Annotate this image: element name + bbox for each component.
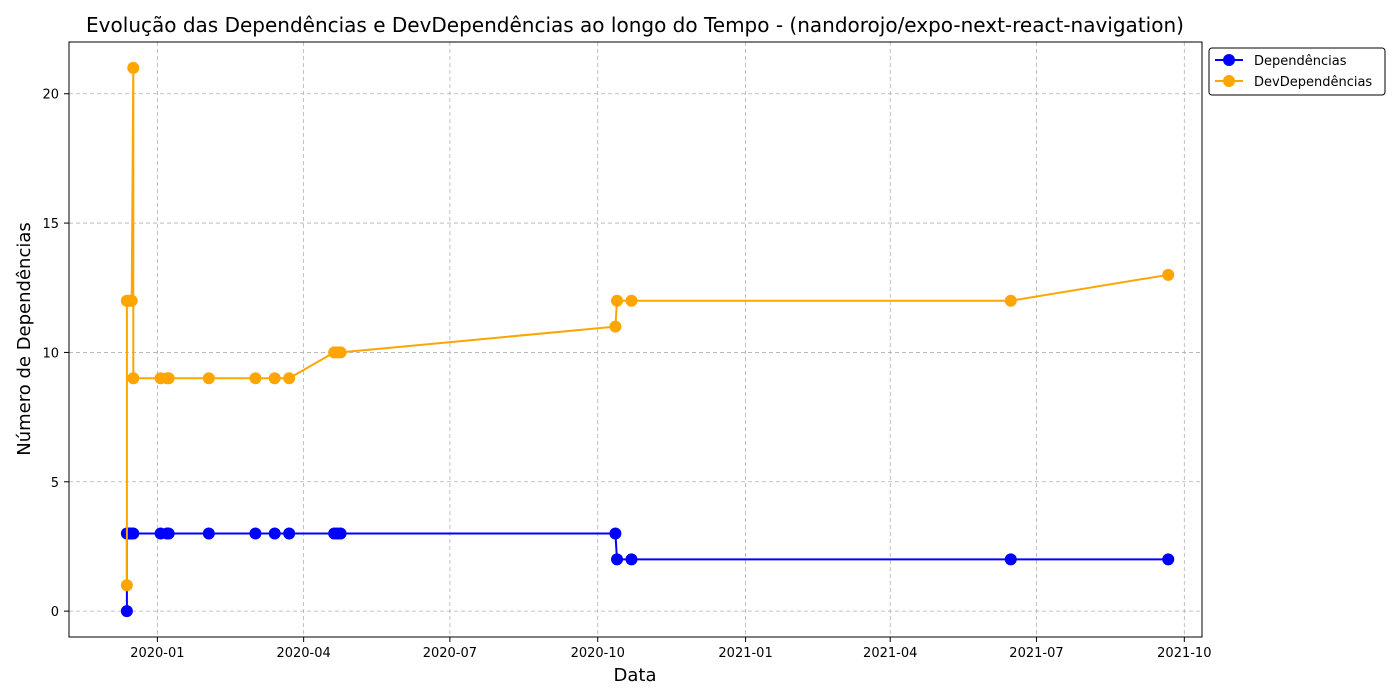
- legend-box: [1208, 47, 1386, 96]
- data-point: [127, 372, 140, 385]
- data-point: [120, 579, 133, 592]
- data-point: [162, 527, 175, 540]
- y-axis-label: Número de Dependências: [14, 222, 35, 456]
- x-tick-label: 2021-01: [718, 646, 772, 661]
- x-tick-label: 2021-04: [863, 646, 917, 661]
- y-tick-label: 10: [42, 346, 59, 361]
- data-point: [127, 527, 140, 540]
- data-point: [625, 294, 638, 307]
- legend-marker-dependencias: [1223, 54, 1235, 66]
- data-point: [1004, 553, 1017, 566]
- legend-label-dependencias: Dependências: [1254, 54, 1347, 69]
- data-point: [625, 553, 638, 566]
- data-point: [1162, 553, 1175, 566]
- data-point: [162, 372, 175, 385]
- data-point: [125, 294, 138, 307]
- y-tick-label: 5: [51, 476, 59, 491]
- data-point: [268, 527, 281, 540]
- legend-marker-devdependencias: [1223, 75, 1235, 87]
- chart-title: Evolução das Dependências e DevDependênc…: [86, 13, 1184, 37]
- x-tick-label: 2020-07: [423, 646, 477, 661]
- y-tick-label: 15: [42, 217, 59, 232]
- tick-layer: 2020-01 2020-04 2020-07 2020-10 2021-01 2021-…: [42, 88, 1211, 661]
- legend-label-devdependencias: DevDependências: [1254, 75, 1372, 90]
- data-point: [611, 553, 624, 566]
- series-line-1: [125, 67, 1169, 586]
- data-point: [1004, 294, 1017, 307]
- data-point: [249, 527, 262, 540]
- grid-layer: [69, 42, 1202, 637]
- data-point: [268, 372, 281, 385]
- y-tick-label: 0: [51, 605, 59, 620]
- data-point: [283, 527, 296, 540]
- data-point: [1162, 268, 1175, 281]
- x-axis-label: Data: [614, 665, 657, 686]
- x-tick-label: 2021-07: [1009, 646, 1063, 661]
- x-tick-label: 2020-10: [571, 646, 625, 661]
- x-tick-label: 2021-10: [1157, 646, 1211, 661]
- data-point: [202, 527, 215, 540]
- data-point: [249, 372, 262, 385]
- data-point: [609, 320, 622, 333]
- x-tick-label: 2020-04: [276, 646, 330, 661]
- data-point: [334, 527, 347, 540]
- data-point: [127, 61, 140, 74]
- plot-frame: [68, 41, 1203, 638]
- series-line-0: [125, 532, 1169, 612]
- series-layer: [120, 61, 1175, 618]
- data-point: [609, 527, 622, 540]
- data-point: [120, 605, 133, 618]
- data-point: [611, 294, 624, 307]
- data-point: [283, 372, 296, 385]
- data-point: [334, 346, 347, 359]
- y-tick-label: 20: [42, 88, 59, 103]
- x-tick-label: 2020-01: [130, 646, 184, 661]
- data-point: [202, 372, 215, 385]
- legend: Dependências DevDependências: [1208, 47, 1386, 96]
